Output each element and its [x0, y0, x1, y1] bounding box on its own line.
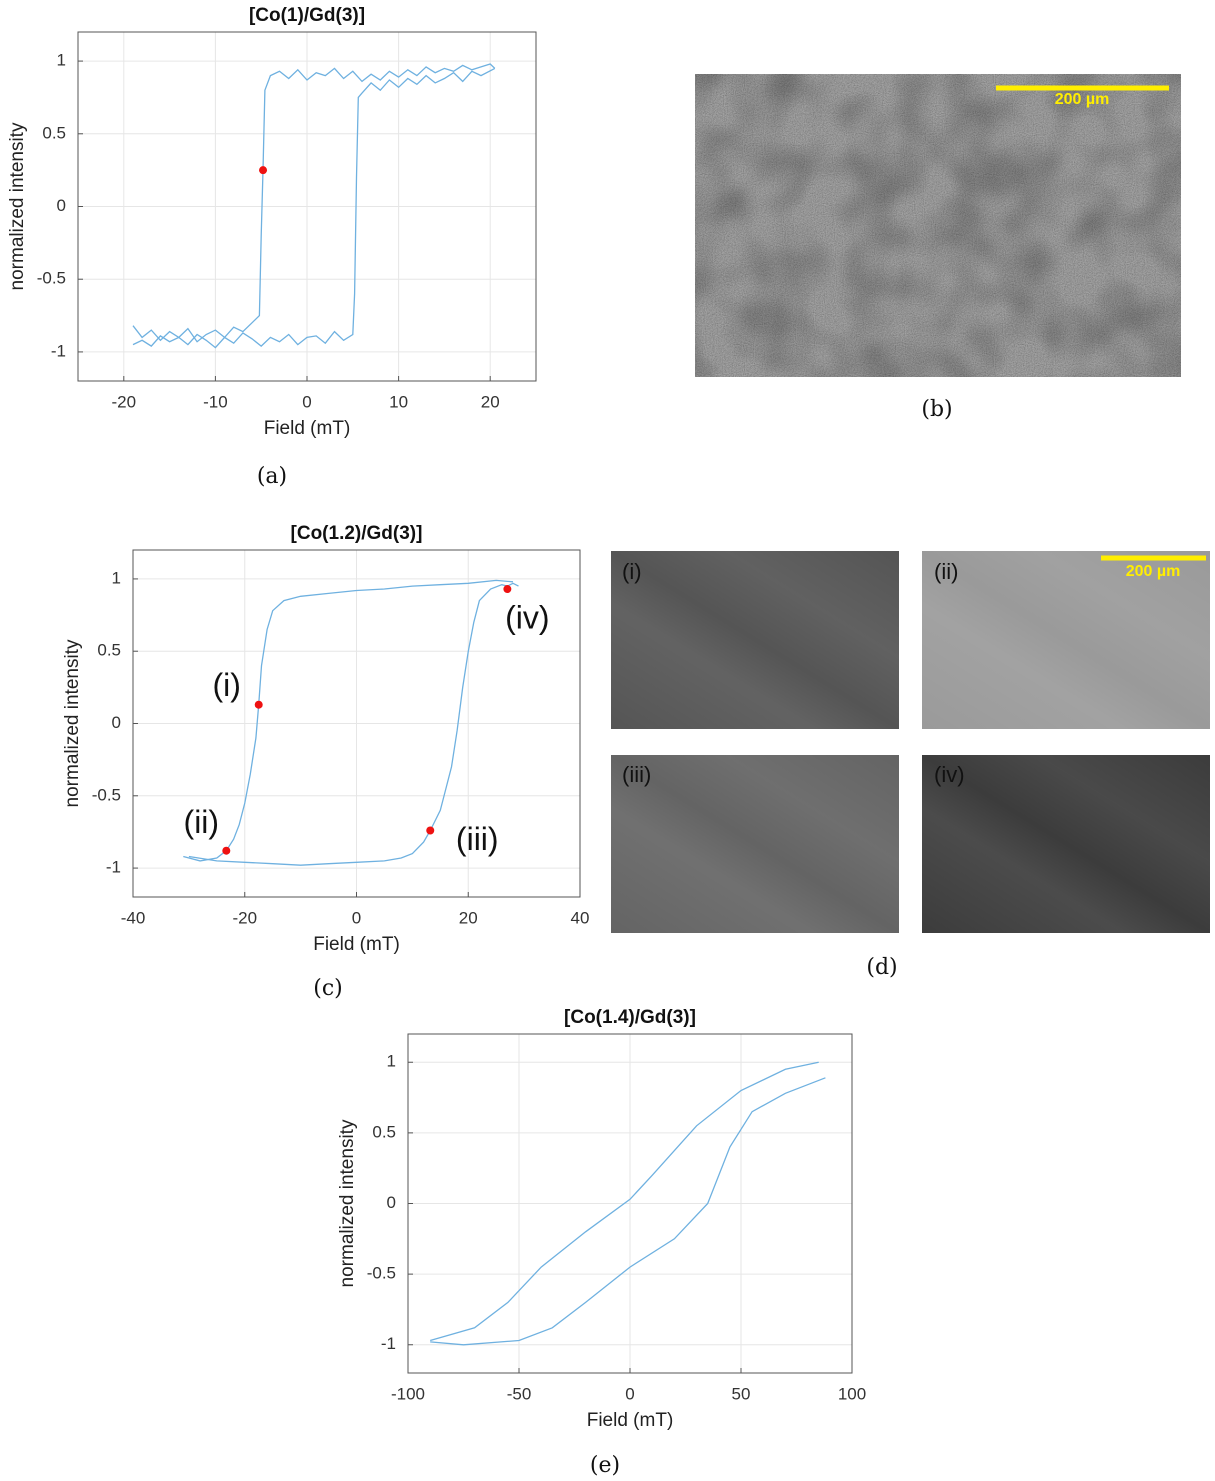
point-label: (iii)	[456, 821, 499, 857]
y-tick-label: 0.5	[42, 123, 66, 142]
y-axis-label: normalized intensity	[7, 122, 28, 290]
data-line	[188, 582, 519, 866]
axes-frame	[77, 31, 537, 382]
data-line	[430, 1077, 826, 1346]
image-streak	[611, 551, 899, 729]
caption: (d)	[866, 955, 897, 980]
data-line	[430, 1061, 819, 1342]
x-tick-label: 40	[571, 908, 590, 927]
y-tick-label: 1	[112, 568, 121, 587]
image-streak	[922, 755, 1210, 933]
x-axis-label: Field (mT)	[264, 418, 351, 439]
x-tick-label: 50	[732, 1384, 751, 1403]
y-tick-label: 1	[387, 1052, 396, 1071]
y-tick-label: -0.5	[367, 1264, 396, 1283]
marker-point	[259, 166, 268, 175]
marker-point	[222, 846, 231, 855]
point-label: (iv)	[505, 599, 549, 635]
x-tick-label: -100	[391, 1384, 425, 1403]
y-tick-label: -1	[381, 1334, 396, 1353]
caption: (e)	[590, 1453, 620, 1478]
y-tick-label: 0	[57, 196, 66, 215]
image-streak	[611, 755, 899, 933]
data-line	[183, 579, 514, 862]
chart-title: [Co(1.4)/Gd(3)]	[564, 1007, 696, 1028]
axes-frame	[132, 549, 581, 898]
panel-label: (iv)	[934, 762, 965, 787]
axes-frame	[407, 1033, 853, 1374]
chart-title: [Co(1.2)/Gd(3)]	[291, 523, 423, 544]
x-tick-label: 20	[481, 392, 500, 411]
y-tick-label: 0.5	[97, 641, 121, 660]
marker-point	[426, 826, 435, 835]
y-axis-label: normalized intensity	[337, 1119, 358, 1287]
caption: (b)	[921, 397, 952, 422]
image-domains	[695, 74, 1181, 377]
scale-bar-label: 200 µm	[1055, 91, 1110, 108]
y-tick-label: 1	[57, 51, 66, 70]
y-tick-label: -1	[106, 858, 121, 877]
x-tick-label: 0	[352, 908, 361, 927]
x-tick-label: 20	[459, 908, 478, 927]
x-tick-label: -10	[203, 392, 228, 411]
y-tick-label: 0	[387, 1193, 396, 1212]
panel-b: 200 µm (b)	[695, 74, 1181, 422]
x-tick-label: -20	[112, 392, 137, 411]
caption: (a)	[257, 464, 287, 489]
panel-label: (iii)	[622, 762, 651, 787]
point-label: (ii)	[184, 804, 220, 840]
panel-label: (i)	[622, 559, 642, 584]
x-axis-label: Field (mT)	[313, 934, 400, 955]
y-tick-label: -0.5	[37, 269, 66, 288]
data-line	[132, 63, 496, 343]
y-axis-label: normalized intensity	[62, 639, 83, 807]
point-label: (i)	[213, 667, 241, 703]
chart-title: [Co(1)/Gd(3)]	[249, 5, 365, 26]
chart: -40 -20 0 20 40 -1 -0.5 0 0.5 1 (i) (ii) (iii) (iv) [C…	[62, 523, 589, 1001]
x-tick-label: -40	[121, 908, 146, 927]
x-tick-label: 10	[389, 392, 408, 411]
marker-point	[503, 585, 512, 594]
x-tick-label: -50	[507, 1384, 532, 1403]
x-axis-label: Field (mT)	[587, 1410, 674, 1431]
y-tick-label: 0.5	[372, 1122, 396, 1141]
x-tick-label: -20	[232, 908, 257, 927]
chart: -100 -50 0 50 100 -1 -0.5 0 0.5 1 [Co(1.4)/Gd(3)] F…	[337, 1007, 866, 1478]
y-tick-label: -0.5	[92, 785, 121, 804]
data-line	[132, 67, 496, 349]
x-tick-label: 0	[625, 1384, 634, 1403]
panel-label: (ii)	[934, 559, 958, 584]
chart: -20 -10 0 10 20 -1 -0.5 0 0.5 1 [Co(1)/Gd(3)] Field…	[7, 5, 537, 489]
y-tick-label: 0	[112, 713, 121, 732]
x-tick-label: 100	[838, 1384, 866, 1403]
marker-point	[254, 700, 263, 709]
y-tick-label: -1	[51, 341, 66, 360]
caption: (c)	[313, 976, 343, 1001]
panel-d: (i) (ii) (iii) (iv) 200 µm (d)	[611, 551, 1210, 980]
scale-bar-label: 200 µm	[1126, 563, 1181, 580]
x-tick-label: 0	[302, 392, 311, 411]
image-streak	[922, 551, 1210, 729]
